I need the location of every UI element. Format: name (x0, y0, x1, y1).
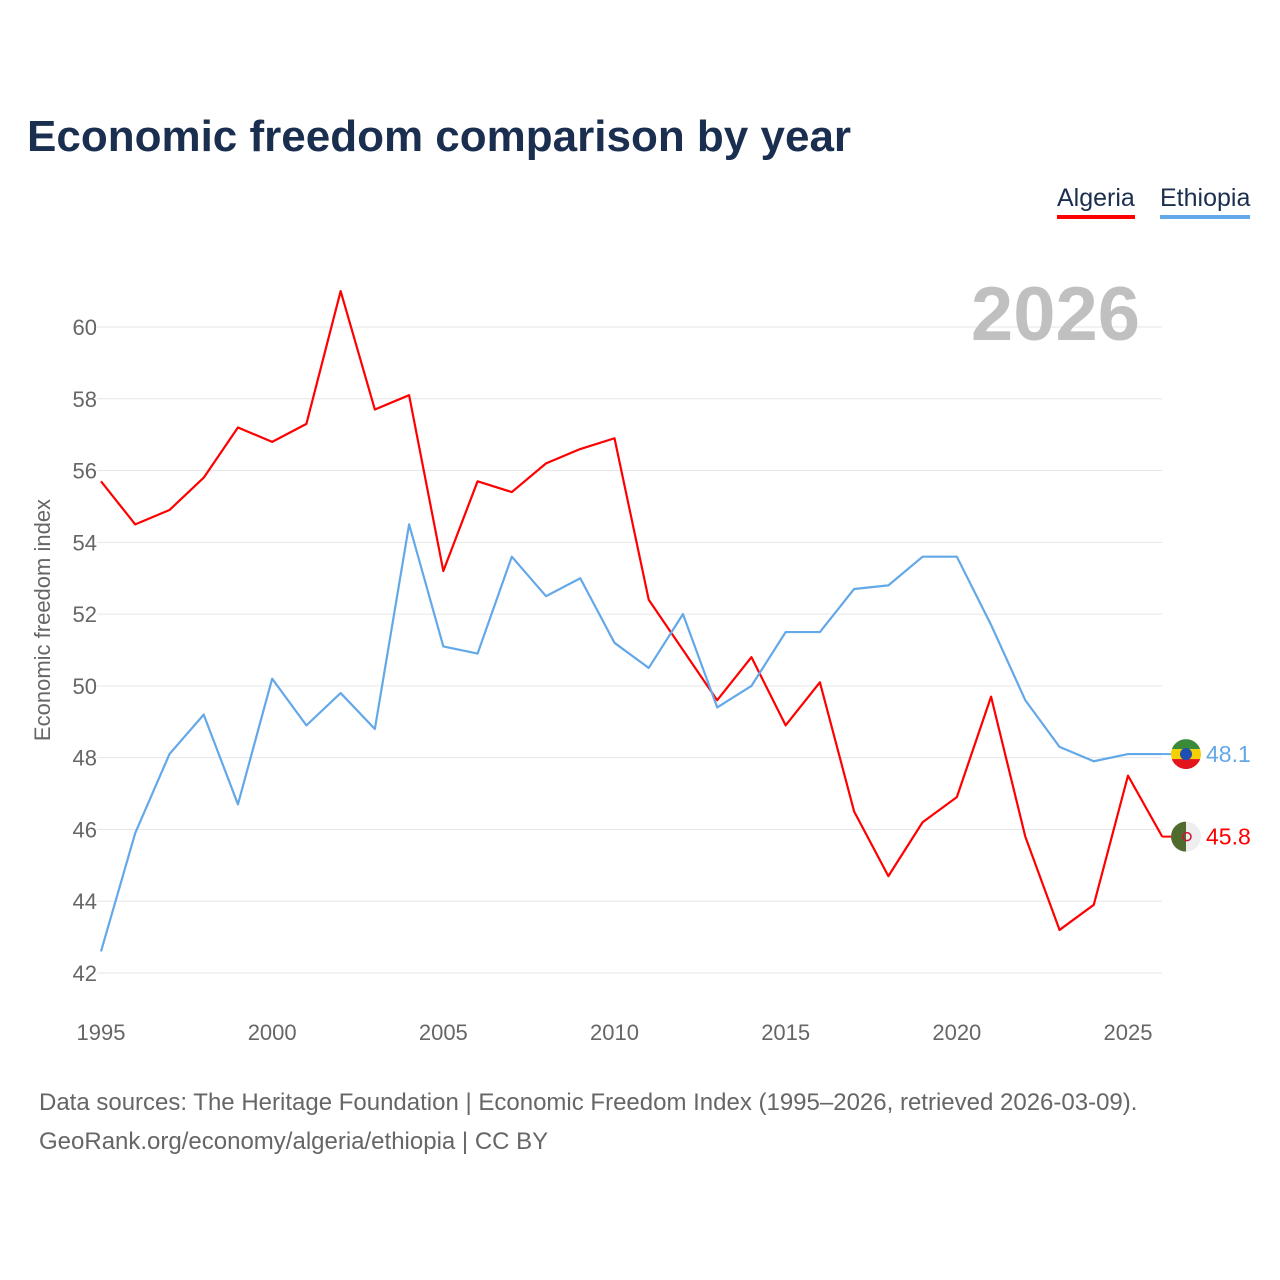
y-tick-label: 48 (73, 746, 97, 771)
flag-algeria-icon (1171, 821, 1201, 852)
flag-green (1171, 821, 1186, 852)
flag-stripe (1171, 759, 1201, 770)
legend-ethiopia[interactable]: Ethiopia (1160, 184, 1251, 219)
series-line-algeria (100, 290, 1164, 932)
y-axis-label: Economic freedom index (30, 499, 55, 741)
y-tick-label: 50 (73, 674, 97, 699)
flag-emblem (1180, 748, 1192, 761)
x-tick-label: 2020 (932, 1020, 981, 1045)
y-tick-label: 60 (73, 315, 97, 340)
end-label-ethiopia: 48.1 (1206, 741, 1251, 767)
source-line-1: Data sources: The Heritage Foundation | … (39, 1089, 1138, 1116)
x-tick-label: 2010 (590, 1020, 639, 1045)
chart-title: Economic freedom comparison by year (27, 112, 852, 161)
x-tick-label: 1995 (77, 1020, 126, 1045)
x-tick-label: 2015 (761, 1020, 810, 1045)
y-tick-label: 56 (73, 459, 97, 484)
legend-algeria[interactable]: Algeria (1057, 184, 1135, 219)
flag-ethiopia-icon (1171, 739, 1201, 770)
y-tick-label: 44 (73, 889, 97, 914)
source-line-2[interactable]: GeoRank.org/economy/algeria/ethiopia | C… (39, 1128, 549, 1155)
flag-crescent (1182, 831, 1192, 842)
y-tick-label: 58 (73, 387, 97, 412)
y-tick-label: 42 (73, 961, 97, 986)
y-tick-label: 54 (73, 530, 97, 555)
year-watermark: 2026 (971, 272, 1140, 357)
y-tick-label: 46 (73, 817, 97, 842)
end-label-algeria: 45.8 (1206, 824, 1251, 850)
y-tick-label: 52 (73, 602, 97, 627)
x-tick-label: 2025 (1104, 1020, 1153, 1045)
x-tick-label: 2000 (248, 1020, 297, 1045)
x-tick-label: 2005 (419, 1020, 468, 1045)
series-line-ethiopia (99, 523, 1163, 952)
flag-stripe (1171, 739, 1201, 750)
